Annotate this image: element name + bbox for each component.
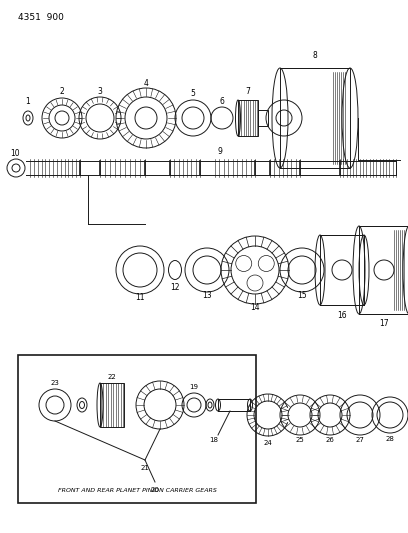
Bar <box>238 100 258 136</box>
Text: 25: 25 <box>296 437 304 443</box>
Text: FRONT AND REAR PLANET PINION CARRIER GEARS: FRONT AND REAR PLANET PINION CARRIER GEA… <box>58 489 216 494</box>
Text: 2: 2 <box>60 87 64 96</box>
Bar <box>359 226 408 314</box>
Text: 11: 11 <box>135 294 145 303</box>
Text: 6: 6 <box>220 96 224 106</box>
Bar <box>18 355 256 503</box>
Text: 4: 4 <box>144 78 149 87</box>
Text: 13: 13 <box>202 292 212 301</box>
Text: 24: 24 <box>264 440 273 446</box>
Text: 17: 17 <box>379 319 389 328</box>
Text: 27: 27 <box>355 437 364 443</box>
Text: 26: 26 <box>326 437 335 443</box>
Text: 7: 7 <box>246 87 251 96</box>
Text: 9: 9 <box>217 148 222 157</box>
Text: 19: 19 <box>189 384 199 390</box>
Text: 16: 16 <box>337 311 347 319</box>
Text: 22: 22 <box>108 374 116 380</box>
Text: 23: 23 <box>51 380 60 386</box>
Text: 14: 14 <box>250 303 260 312</box>
Text: 5: 5 <box>191 90 195 99</box>
Text: 8: 8 <box>313 52 317 61</box>
Text: 20: 20 <box>151 487 160 493</box>
Bar <box>320 235 364 305</box>
Text: 3: 3 <box>98 87 102 96</box>
Text: 21: 21 <box>141 465 149 471</box>
Text: 18: 18 <box>209 437 219 443</box>
Text: 1: 1 <box>26 98 30 107</box>
Bar <box>258 110 268 126</box>
Text: 10: 10 <box>10 149 20 158</box>
Bar <box>280 68 350 168</box>
Text: 28: 28 <box>386 436 395 442</box>
Bar <box>100 383 124 427</box>
Text: 4351  900: 4351 900 <box>18 13 64 22</box>
Bar <box>218 399 250 411</box>
Text: 15: 15 <box>297 292 307 301</box>
Text: 12: 12 <box>170 284 180 293</box>
